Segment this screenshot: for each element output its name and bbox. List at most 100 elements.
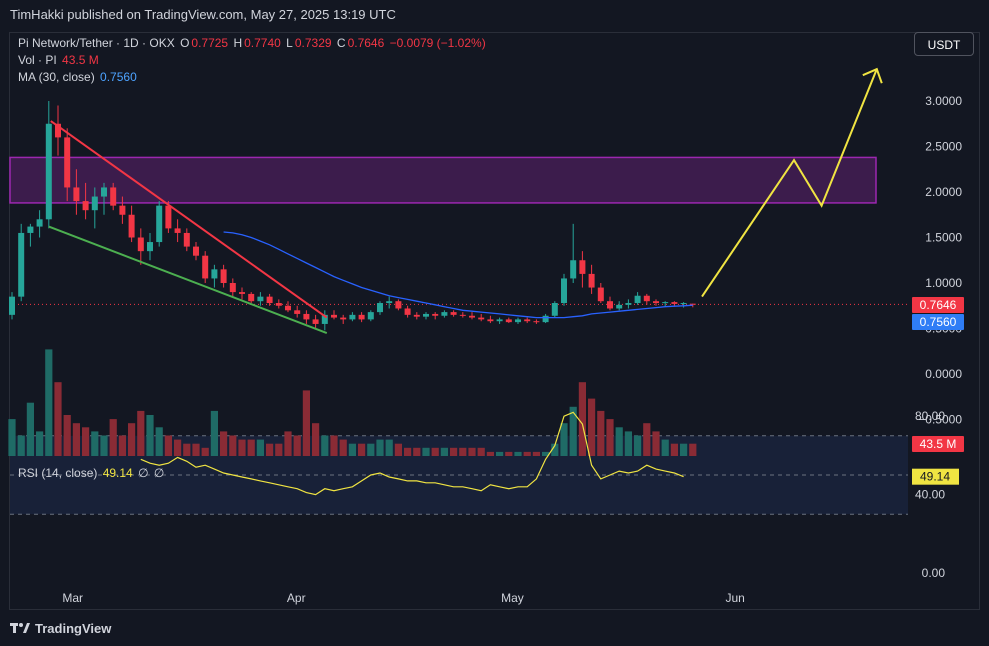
candle-body <box>524 319 531 322</box>
support-trendline <box>48 225 328 334</box>
rsi-line <box>140 411 684 496</box>
volume-bar <box>551 443 559 456</box>
volume-bar <box>450 447 458 456</box>
low-label: L <box>286 36 293 50</box>
volume-bar <box>118 435 126 456</box>
volume-bar <box>8 419 16 456</box>
price-axis-tick: 3.0000 <box>925 94 962 108</box>
time-axis-tick: Jun <box>725 591 744 605</box>
candle-body <box>561 278 567 304</box>
volume-bar <box>505 451 513 456</box>
volume-bar <box>588 398 596 456</box>
price-axis-tick: 1.5000 <box>925 231 962 245</box>
ma-line <box>223 231 693 319</box>
candle-body <box>220 269 227 283</box>
close-value: 0.7646 <box>347 36 385 50</box>
candle-body <box>285 305 291 311</box>
volume-bar <box>542 451 550 456</box>
volume-bar <box>146 415 154 456</box>
volume-bar <box>468 447 476 456</box>
volume-bar <box>385 439 393 456</box>
projection-arrowhead <box>862 67 883 84</box>
candle-body <box>533 321 540 323</box>
candle-body <box>423 313 429 317</box>
volume-bar <box>486 451 494 456</box>
volume-value: 43.5 M <box>62 53 99 67</box>
candle-body <box>9 296 15 315</box>
volume-legend: Vol · PI 43.5 M <box>18 53 101 67</box>
candle-body <box>36 219 43 227</box>
candle-body <box>91 196 98 211</box>
volume-bar <box>413 447 421 456</box>
volume-bar <box>404 447 412 456</box>
candle-body <box>110 187 117 206</box>
ma-value: 0.7560 <box>100 70 137 84</box>
last-price-label-bg <box>912 297 964 313</box>
ma-price-label: 0.7560 <box>920 315 957 329</box>
chart-panel[interactable] <box>9 32 980 610</box>
candle-body <box>349 314 356 320</box>
volume-bar <box>569 406 577 456</box>
volume-bar <box>137 410 145 456</box>
candle-body <box>395 301 402 309</box>
tradingview-logo-icon <box>10 622 30 637</box>
resistance-zone <box>9 156 877 204</box>
volume-bar <box>661 439 669 456</box>
volume-bar <box>293 435 301 456</box>
candle-body <box>386 301 393 304</box>
open-value: 0.7725 <box>191 36 229 50</box>
volume-bar <box>514 451 522 456</box>
volume-bar <box>348 443 356 456</box>
change-value: −0.0079 (−1.02%) <box>389 36 486 50</box>
volume-bar <box>578 382 586 456</box>
candle-body <box>193 246 199 256</box>
candle-body <box>367 312 374 320</box>
volume-bar <box>523 451 531 456</box>
volume-bar <box>238 439 246 456</box>
volume-bar <box>36 431 44 456</box>
candle-body <box>303 313 310 320</box>
candle-body <box>248 293 255 302</box>
currency-button[interactable]: USDT <box>914 32 974 56</box>
candle-body <box>331 314 337 318</box>
candle-body <box>542 315 549 323</box>
candle-body <box>165 205 172 229</box>
candle-body <box>18 232 25 297</box>
volume-axis-label: 43.5 M <box>920 437 957 451</box>
time-axis-tick: Apr <box>287 591 306 605</box>
volume-bar <box>680 443 688 456</box>
volume-bar <box>155 427 163 456</box>
candle-body <box>202 255 209 279</box>
volume-bar <box>201 447 209 456</box>
price-axis-tick: 2.0000 <box>925 185 962 199</box>
volume-bar <box>312 423 320 456</box>
volume-bar <box>597 410 605 456</box>
candle-body <box>266 296 273 304</box>
volume-bar <box>192 443 200 456</box>
candle-body <box>239 292 245 294</box>
ohlc-legend: Pi Network/Tether · 1D · OKX O 0.7725 H 0.… <box>18 36 488 50</box>
volume-bar <box>63 415 71 456</box>
projection-path <box>701 68 878 298</box>
volume-bar <box>72 423 80 456</box>
candle-body <box>496 319 503 322</box>
candle-body <box>625 303 632 305</box>
volume-bar <box>91 431 99 456</box>
volume-bar <box>54 382 62 456</box>
candle-body <box>294 310 301 314</box>
volume-bar <box>330 435 338 456</box>
candle-body <box>340 317 347 320</box>
candle-body <box>413 314 420 317</box>
time-axis-tick: May <box>501 591 524 605</box>
volume-bar <box>17 435 25 456</box>
volume-bar <box>82 427 90 456</box>
volume-bar <box>275 443 283 456</box>
candle-body <box>147 242 153 252</box>
candle-body <box>616 304 623 309</box>
volume-bar <box>220 431 228 456</box>
candle-body <box>82 201 89 211</box>
volume-bar <box>284 431 292 456</box>
candle-body <box>404 308 411 315</box>
volume-bar <box>431 447 439 456</box>
